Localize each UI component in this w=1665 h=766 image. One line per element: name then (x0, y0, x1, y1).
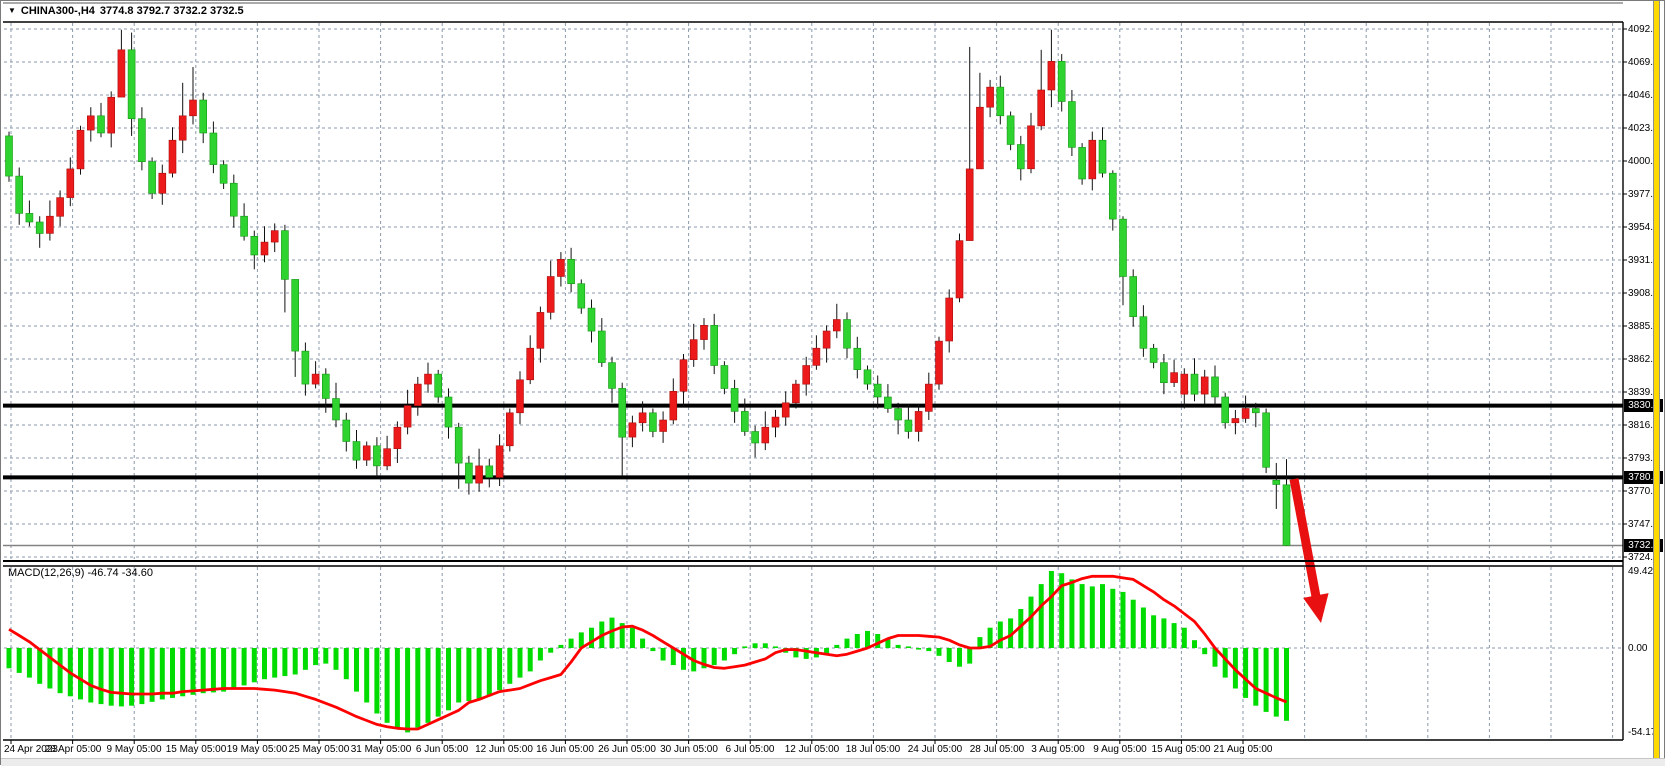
price-tick-label: 4000.5 (1628, 156, 1659, 167)
date-tick-label: 12 Jul 05:00 (784, 744, 840, 755)
symbol-dropdown-icon[interactable]: ▼ (8, 6, 16, 15)
price-tick-label: 3862.5 (1628, 354, 1659, 365)
symbol-period-label: CHINA300-,H4 (20, 5, 95, 17)
date-tick-label: 24 Apr 2023 (4, 744, 58, 755)
date-tick-label: 31 May 05:00 (350, 744, 412, 755)
date-tick-label: 21 Aug 05:00 (1213, 744, 1273, 755)
down-arrow-annotation[interactable] (1289, 478, 1329, 623)
price-tick-label: 3839.5 (1628, 387, 1659, 398)
date-tick-label: 15 May 05:00 (165, 744, 227, 755)
macd-signal-value: -34.60 (121, 567, 153, 579)
date-tick-label: 28 Apr 05:00 (44, 744, 102, 755)
price-tick-label: 3724.5 (1628, 552, 1659, 563)
price-tick-label: 4023.5 (1628, 123, 1659, 134)
date-tick-label: 12 Jun 05:00 (475, 744, 533, 755)
date-tick-label: 28 Jul 05:00 (969, 744, 1025, 755)
date-tick-label: 18 Jul 05:00 (845, 744, 901, 755)
date-tick-label: 19 May 05:00 (226, 744, 288, 755)
price-tick-label: 3977.5 (1628, 189, 1659, 200)
panel-borders (3, 2, 1627, 744)
right-edge-stripe (1653, 1, 1660, 758)
date-tick-label: 6 Jun 05:00 (415, 744, 469, 755)
macd-name: MACD(12,26,9) (8, 567, 85, 579)
macd-indicator-label: MACD(12,26,9) -46.74 -34.60 (8, 567, 153, 579)
price-tick-label: 3793.5 (1628, 453, 1659, 464)
date-tick-label: 30 Jun 05:00 (660, 744, 718, 755)
date-tick-label: 3 Aug 05:00 (1031, 744, 1085, 755)
price-tick-label: 4046.5 (1628, 90, 1659, 101)
macd-signal-line (8, 574, 1288, 731)
price-tick-label: 4069.5 (1628, 57, 1659, 68)
price-tick-label: 3770.5 (1628, 486, 1659, 497)
price-tick-label: 3931.5 (1628, 255, 1659, 266)
macd-main-value: -46.74 (87, 567, 119, 579)
price-tick-label: 3908.5 (1628, 288, 1659, 299)
price-tick-label: 3954.5 (1628, 222, 1659, 233)
date-tick-label: 26 Jun 05:00 (598, 744, 656, 755)
macd-tick-label: 0.00 (1628, 643, 1648, 654)
macd-tick-label: 49.42 (1628, 566, 1654, 577)
chart-title: ▼ CHINA300-,H4 3774.8 3792.7 3732.2 3732… (8, 5, 244, 17)
candles-down (5, 49, 1291, 546)
main-chart-panel[interactable] (3, 22, 1623, 560)
gridlines (4, 23, 1622, 739)
macd-tick-label: -54.17 (1628, 727, 1657, 738)
macd-histogram (6, 571, 1289, 733)
date-tick-label: 9 Aug 05:00 (1093, 744, 1147, 755)
price-tick-label: 3816.5 (1628, 420, 1659, 431)
date-tick-label: 9 May 05:00 (106, 744, 162, 755)
date-tick-label: 25 May 05:00 (288, 744, 350, 755)
price-tick-label: 3747.5 (1628, 519, 1659, 530)
date-tick-label: 24 Jul 05:00 (907, 744, 963, 755)
date-tick-label: 16 Jun 05:00 (536, 744, 594, 755)
ohlc-readout: 3774.8 3792.7 3732.2 3732.5 (99, 5, 244, 17)
price-tick-label: 3885.5 (1628, 321, 1659, 332)
candles-up (46, 49, 1250, 484)
price-tick-label: 4092.5 (1628, 24, 1659, 35)
window-footer-bar (1, 758, 1665, 766)
date-tick-label: 15 Aug 05:00 (1151, 744, 1211, 755)
date-tick-label: 6 Jul 05:00 (725, 744, 775, 755)
